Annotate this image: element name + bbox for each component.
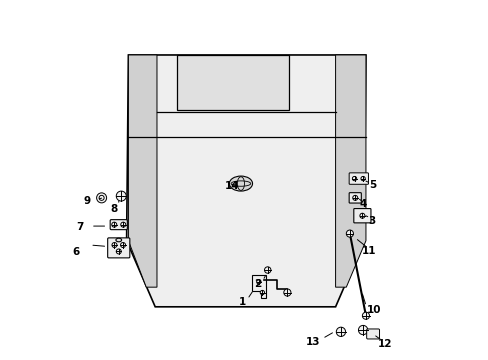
FancyBboxPatch shape — [348, 173, 367, 184]
FancyBboxPatch shape — [348, 193, 361, 203]
Text: 3: 3 — [368, 216, 375, 226]
Circle shape — [359, 213, 364, 218]
Text: 5: 5 — [369, 180, 376, 190]
Text: 4: 4 — [359, 199, 366, 209]
Circle shape — [116, 249, 121, 254]
Text: 7: 7 — [76, 222, 84, 232]
Circle shape — [264, 267, 270, 273]
Circle shape — [360, 176, 365, 181]
Text: 9: 9 — [83, 196, 91, 206]
Text: 11: 11 — [361, 247, 375, 256]
FancyBboxPatch shape — [107, 238, 130, 258]
FancyBboxPatch shape — [366, 329, 379, 339]
Text: 1: 1 — [239, 297, 246, 307]
Circle shape — [256, 280, 261, 284]
Circle shape — [358, 325, 367, 335]
Circle shape — [112, 222, 117, 227]
Text: 12: 12 — [377, 339, 391, 349]
Circle shape — [121, 243, 125, 248]
Polygon shape — [126, 55, 365, 307]
Circle shape — [260, 291, 264, 295]
Polygon shape — [252, 275, 265, 298]
Polygon shape — [128, 55, 157, 287]
Text: 8: 8 — [111, 204, 118, 214]
FancyBboxPatch shape — [110, 220, 127, 230]
Circle shape — [352, 195, 357, 201]
Polygon shape — [176, 55, 288, 111]
Circle shape — [116, 191, 126, 201]
Ellipse shape — [116, 238, 122, 242]
FancyBboxPatch shape — [353, 208, 370, 223]
Circle shape — [121, 222, 125, 227]
Circle shape — [112, 243, 117, 248]
Ellipse shape — [229, 176, 252, 191]
Text: 13: 13 — [305, 337, 320, 347]
Text: 6: 6 — [72, 247, 80, 257]
Circle shape — [352, 176, 356, 181]
Polygon shape — [335, 55, 365, 287]
Circle shape — [346, 230, 353, 237]
Circle shape — [99, 195, 104, 201]
Circle shape — [283, 289, 290, 296]
Text: 10: 10 — [366, 305, 380, 315]
Text: 14: 14 — [224, 181, 239, 191]
Text: 2: 2 — [254, 279, 261, 289]
Circle shape — [97, 193, 106, 203]
Circle shape — [362, 312, 369, 319]
Circle shape — [336, 327, 345, 337]
